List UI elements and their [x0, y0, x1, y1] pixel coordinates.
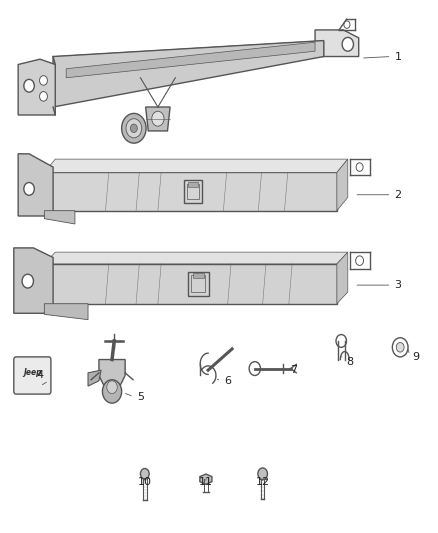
- Polygon shape: [44, 304, 88, 320]
- Text: 3: 3: [395, 280, 402, 290]
- Circle shape: [141, 469, 149, 479]
- Text: 4: 4: [36, 370, 43, 381]
- Circle shape: [356, 256, 364, 265]
- Text: 10: 10: [138, 477, 152, 487]
- Circle shape: [152, 111, 164, 126]
- Polygon shape: [18, 154, 53, 216]
- Bar: [191, 275, 205, 292]
- Polygon shape: [44, 211, 75, 224]
- Polygon shape: [44, 172, 337, 211]
- Text: 2: 2: [395, 190, 402, 200]
- Text: 11: 11: [199, 477, 213, 487]
- Bar: [187, 184, 199, 199]
- Text: Jeep: Jeep: [23, 368, 42, 377]
- Bar: [184, 180, 202, 203]
- Text: 1: 1: [395, 52, 402, 61]
- Bar: [193, 273, 204, 278]
- Text: 9: 9: [412, 352, 419, 362]
- FancyBboxPatch shape: [14, 357, 51, 394]
- Circle shape: [39, 92, 47, 101]
- Circle shape: [24, 182, 34, 195]
- Circle shape: [392, 338, 408, 357]
- Circle shape: [22, 274, 33, 288]
- Circle shape: [258, 468, 268, 480]
- Polygon shape: [18, 59, 55, 115]
- Bar: [188, 182, 198, 187]
- Polygon shape: [99, 360, 125, 389]
- Text: 8: 8: [346, 357, 353, 367]
- Text: 5: 5: [137, 392, 144, 402]
- Text: 12: 12: [256, 477, 270, 487]
- Circle shape: [344, 21, 350, 28]
- Polygon shape: [53, 41, 324, 72]
- Circle shape: [249, 362, 261, 375]
- Circle shape: [126, 119, 142, 138]
- Circle shape: [39, 76, 47, 85]
- Polygon shape: [14, 248, 53, 313]
- Polygon shape: [315, 30, 359, 56]
- Polygon shape: [337, 252, 348, 304]
- Polygon shape: [88, 370, 101, 386]
- Text: 6: 6: [224, 376, 231, 386]
- Circle shape: [102, 379, 122, 403]
- Circle shape: [122, 114, 146, 143]
- Circle shape: [24, 79, 34, 92]
- Polygon shape: [337, 159, 348, 211]
- Polygon shape: [44, 159, 348, 172]
- Circle shape: [342, 37, 353, 51]
- Polygon shape: [66, 42, 315, 78]
- Polygon shape: [146, 107, 170, 131]
- Polygon shape: [53, 41, 324, 107]
- Circle shape: [396, 343, 404, 352]
- Circle shape: [356, 163, 363, 171]
- Text: 7: 7: [290, 365, 297, 375]
- Circle shape: [107, 381, 117, 393]
- Bar: [188, 271, 208, 296]
- Polygon shape: [44, 264, 337, 304]
- Polygon shape: [44, 252, 348, 264]
- Polygon shape: [200, 474, 212, 484]
- Circle shape: [131, 124, 138, 133]
